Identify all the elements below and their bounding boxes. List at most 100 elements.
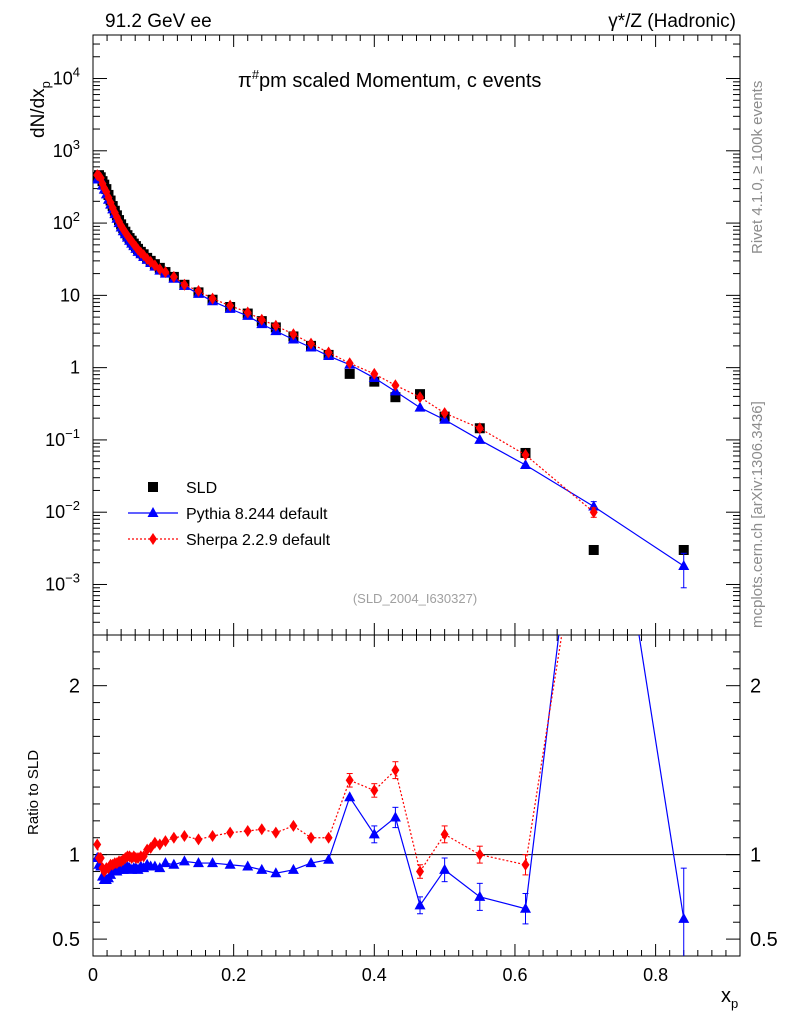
sherpa-point <box>208 292 217 305</box>
y-tick-label: 1 <box>70 358 80 378</box>
pythia-ratio-point <box>474 890 486 901</box>
sherpa-point <box>521 448 530 461</box>
sherpa-ratio-point <box>161 835 170 848</box>
sherpa-ratio-point <box>180 830 189 843</box>
x-tick-label: 0.4 <box>362 965 387 985</box>
ratio-y-tick-label-left: 2 <box>69 676 80 698</box>
sherpa-ratio-point <box>289 819 298 832</box>
legend-sld-label: SLD <box>186 480 217 497</box>
sld-point <box>390 392 401 403</box>
sherpa-ratio-point <box>257 823 266 836</box>
rivet-version-label: Rivet 4.1.0, ≥ 100k events <box>749 81 766 254</box>
y-tick-label: 102 <box>53 209 80 233</box>
sherpa-ratio-point <box>370 784 379 797</box>
sld-point <box>344 368 355 379</box>
sherpa-ratio-point <box>391 764 400 777</box>
pythia-ratio-point <box>414 899 426 910</box>
x-tick-label: 0.2 <box>221 965 246 985</box>
y-tick-label: 104 <box>53 65 80 89</box>
sherpa-ratio-point <box>194 833 203 846</box>
sherpa-ratio-point <box>345 774 354 787</box>
sherpa-ratio-point <box>440 828 449 841</box>
sherpa-ratio-point <box>307 831 316 844</box>
header-left: 91.2 GeV ee <box>105 11 212 32</box>
sherpa-ratio-point <box>475 848 484 861</box>
sherpa-point <box>345 357 354 370</box>
pythia-ratio-point <box>168 858 180 869</box>
sherpa-point <box>121 226 130 239</box>
sld-point <box>588 544 599 555</box>
ratio-y-axis-label: Ratio to SLD <box>25 750 42 835</box>
pythia-point <box>678 560 690 571</box>
sherpa-point <box>271 319 280 332</box>
pythia-ratio-point <box>368 828 380 839</box>
sherpa-point <box>416 391 425 404</box>
ratio-y-tick-label-right: 1 <box>750 845 761 867</box>
pythia-ratio-point <box>270 867 282 878</box>
x-tick-label: 0.8 <box>643 965 668 985</box>
sherpa-ratio-point <box>226 826 235 839</box>
x-tick-label: 0.6 <box>502 965 527 985</box>
y-tick-label: 10−3 <box>45 570 80 594</box>
sherpa-point <box>243 306 252 319</box>
pythia-ratio-point <box>242 860 254 871</box>
sherpa-point <box>257 313 266 326</box>
legend-pythia-marker <box>147 507 159 517</box>
sherpa-ratio-point <box>169 831 178 844</box>
ratio-y-tick-label-left: 0.5 <box>52 929 80 951</box>
sherpa-point <box>589 506 598 519</box>
y-tick-label: 10−1 <box>45 426 80 450</box>
pythia-ratio-point <box>287 863 299 874</box>
pythia-ratio-point <box>178 855 190 866</box>
x-axis-label: xp <box>721 985 738 1011</box>
sherpa-ratio-point <box>139 850 148 863</box>
legend-sld-marker <box>148 482 158 492</box>
pythia-ratio-point <box>159 857 171 868</box>
sherpa-point <box>440 407 449 420</box>
sherpa-point <box>370 367 379 380</box>
pythia-ratio-point <box>192 857 204 868</box>
ratio-y-tick-label-right: 2 <box>750 676 761 698</box>
ratio-y-tick-label-right: 0.5 <box>750 929 778 951</box>
pythia-ratio-point <box>389 811 401 822</box>
y-tick-label: 103 <box>53 137 80 161</box>
pythia-ratio-point <box>678 912 690 923</box>
legend-sherpa-marker <box>149 533 157 545</box>
legend-sherpa-label: Sherpa 2.2.9 default <box>186 532 331 549</box>
legend-pythia-label: Pythia 8.244 default <box>186 506 328 523</box>
sherpa-point <box>161 266 170 279</box>
pythia-ratio-point <box>323 853 335 864</box>
sherpa-ratio-point <box>324 831 333 844</box>
y-tick-label: 10−2 <box>45 498 80 522</box>
sherpa-ratio-point <box>243 824 252 837</box>
y-tick-label: 10 <box>60 285 80 305</box>
pythia-ratio-point <box>305 857 317 868</box>
sherpa-point <box>475 422 484 435</box>
sherpa-point <box>324 346 333 359</box>
sherpa-point <box>226 299 235 312</box>
sherpa-point <box>169 270 178 283</box>
pythia-ratio-point <box>344 791 356 802</box>
pythia-ratio-point <box>207 857 219 868</box>
sherpa-ratio-point <box>416 865 425 878</box>
pythia-ratio-point <box>439 863 451 874</box>
sld-point <box>678 544 689 555</box>
sherpa-point <box>180 278 189 291</box>
sherpa-ratio-point <box>590 426 598 438</box>
sherpa-ratio-point <box>208 830 217 843</box>
sherpa-point <box>307 337 316 350</box>
header-right: γ*/Z (Hadronic) <box>608 11 736 32</box>
analysis-tag: (SLD_2004_I630327) <box>353 591 477 606</box>
x-tick-label: 0 <box>88 965 98 985</box>
pythia-point <box>414 401 426 412</box>
sherpa-ratio-point <box>93 838 102 851</box>
pythia-point <box>474 433 486 444</box>
pythia-ratio-point <box>154 862 166 873</box>
sherpa-ratio-line <box>96 635 563 874</box>
ratio-y-tick-label-left: 1 <box>69 845 80 867</box>
y-axis-label: dN/dxp <box>28 81 53 138</box>
sherpa-point <box>391 379 400 392</box>
pythia-ratio-point <box>520 902 532 913</box>
sherpa-ratio-point <box>271 826 280 839</box>
